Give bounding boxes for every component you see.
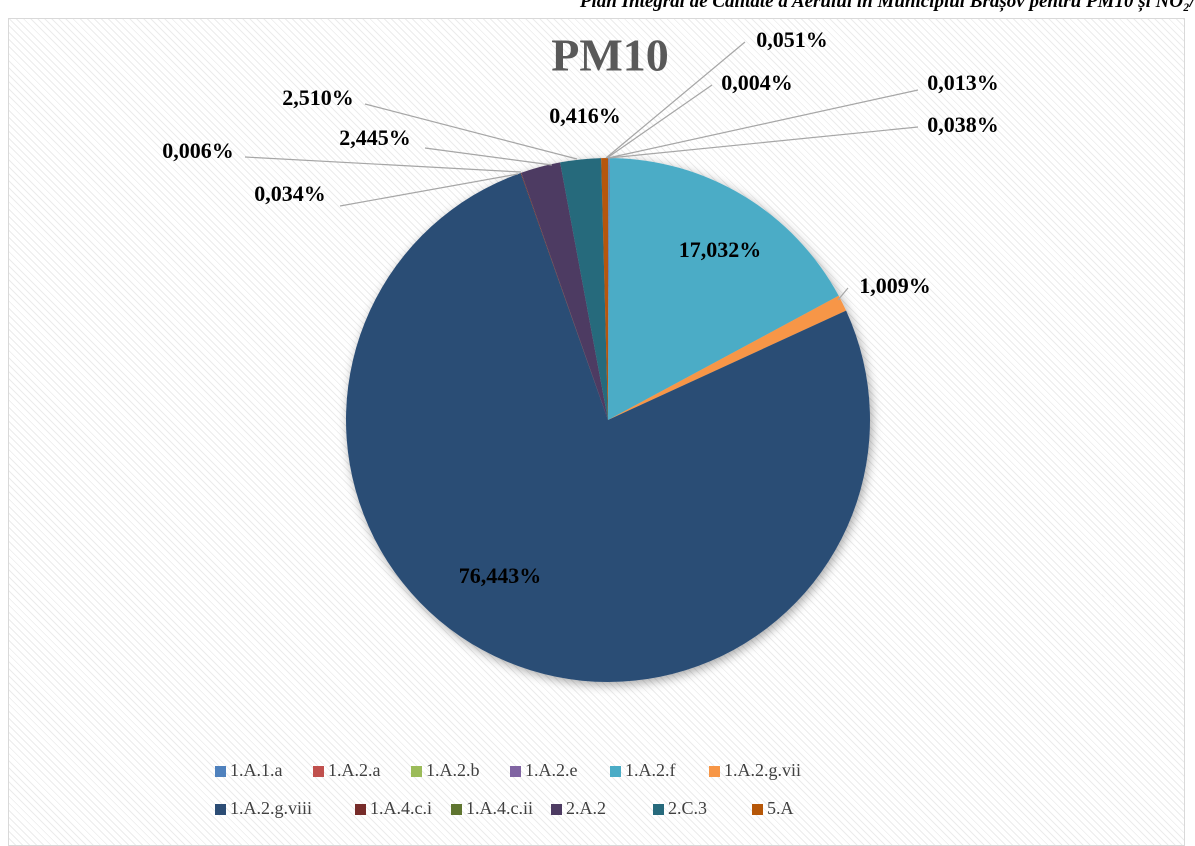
legend-label: 1.A.4.c.i	[370, 798, 432, 818]
legend-label: 5.A	[767, 798, 794, 818]
leader-line	[607, 89, 919, 159]
chart-title: PM10	[551, 30, 669, 81]
data-label: 0,006%	[162, 138, 234, 163]
leader-line	[364, 103, 578, 160]
legend-swatch	[355, 804, 366, 815]
pie-slice	[601, 158, 608, 420]
legend-label: 1.A.1.a	[230, 760, 283, 780]
legend-label: 2.A.2	[566, 798, 606, 818]
legend-label: 2.C.3	[668, 798, 707, 818]
leader-line	[339, 173, 519, 207]
legend-label: 1.A.2.f	[625, 760, 676, 780]
legend-swatch	[451, 804, 462, 815]
page-header: Plan Integral de Calitate a Aerului în M…	[579, 0, 1195, 12]
legend-swatch	[709, 766, 720, 777]
legend-swatch	[215, 766, 226, 777]
pie-slice	[346, 172, 871, 683]
leader-line	[244, 156, 522, 173]
data-label: 0,416%	[549, 103, 621, 128]
data-label: 1,009%	[859, 273, 931, 298]
pie-slice	[608, 295, 847, 420]
legend-label: 1.A.2.g.viii	[230, 798, 312, 818]
legend-label: 1.A.2.g.vii	[724, 760, 801, 780]
pie-slice	[608, 158, 610, 421]
legend-label: 1.A.2.a	[328, 760, 381, 780]
legend-swatch	[610, 766, 621, 777]
legend-swatch	[411, 766, 422, 777]
leader-line	[424, 147, 553, 166]
legend-label: 1.A.2.e	[525, 760, 578, 780]
legend-label: 1.A.2.b	[426, 760, 480, 780]
leader-line	[837, 287, 849, 301]
data-label: 0,038%	[927, 112, 999, 137]
pie	[346, 158, 871, 683]
pie-slice	[608, 158, 839, 421]
pie-slice	[521, 162, 608, 421]
legend-swatch	[752, 804, 763, 815]
pie-slice	[608, 158, 609, 420]
data-label: 0,051%	[756, 27, 828, 52]
data-label: 0,004%	[721, 70, 793, 95]
legend-swatch	[215, 804, 226, 815]
data-label: 76,443%	[459, 563, 542, 588]
leader-line	[605, 41, 746, 159]
legend-swatch	[551, 804, 562, 815]
legend-swatch	[313, 766, 324, 777]
legend-swatch	[510, 766, 521, 777]
data-label: 2,510%	[282, 85, 354, 110]
pie-slice	[608, 158, 609, 420]
legend-swatch	[653, 804, 664, 815]
pie-slice	[608, 158, 610, 420]
data-label: 0,034%	[254, 181, 326, 206]
data-label: 0,013%	[927, 70, 999, 95]
data-label: 2,445%	[339, 125, 411, 150]
data-label: 17,032%	[679, 237, 762, 262]
legend-label: 1.A.4.c.ii	[466, 798, 533, 818]
leader-line	[606, 84, 713, 159]
pie-slice	[521, 172, 608, 420]
pie-slice	[560, 158, 608, 421]
pie-slice	[520, 172, 608, 420]
leader-line	[608, 126, 919, 159]
